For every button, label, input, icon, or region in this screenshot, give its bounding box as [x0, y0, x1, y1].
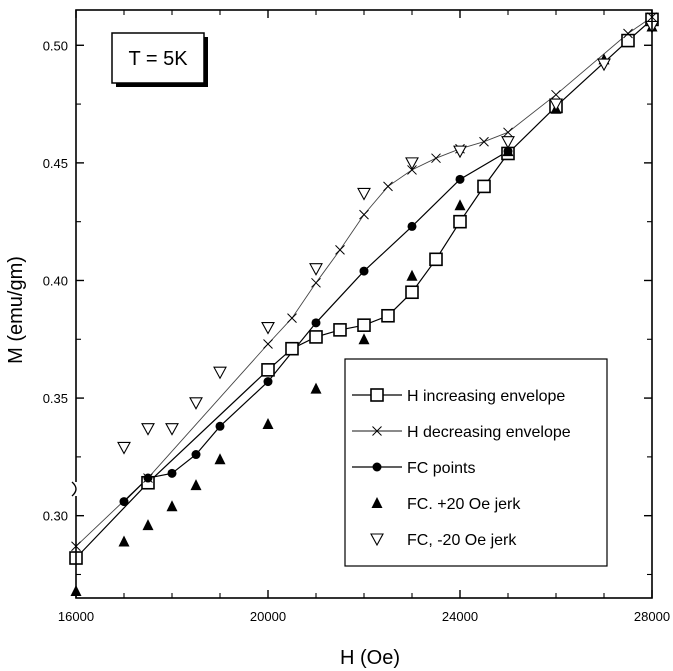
series-4-point [166, 500, 178, 512]
series-2-point [431, 153, 441, 164]
series-5-point [189, 397, 203, 410]
series-5-point [453, 145, 467, 159]
series-1-point [357, 318, 371, 332]
series-1-line [75, 18, 653, 559]
series-3-point [407, 221, 417, 231]
y-tick-label: 0.45 [43, 156, 68, 171]
series-1-point [285, 341, 299, 356]
series-3-point [263, 377, 273, 387]
y-tick-label: 0.35 [43, 391, 68, 406]
series-1-point [453, 214, 467, 229]
series-1-point [621, 33, 635, 48]
series-4-point [358, 333, 370, 345]
series-1-point [405, 285, 419, 300]
series-4-point [502, 145, 514, 157]
legend-label: FC. +20 Oe jerk [407, 496, 521, 513]
x-tick-label: 20000 [250, 609, 286, 624]
series-5-point [117, 441, 131, 455]
annotation-frame [111, 32, 205, 84]
series-4-point [118, 535, 130, 547]
series-1-point [477, 179, 491, 194]
series-3-point [311, 318, 321, 328]
annotation-box: T = 5K [111, 32, 208, 87]
y-tick-label: 0.50 [43, 38, 68, 53]
legend-box [344, 358, 608, 567]
series-5-point [549, 98, 563, 112]
series-4-point [142, 519, 154, 531]
legend-label: FC points [407, 460, 475, 477]
series-5-point [141, 423, 155, 436]
series-5-point [261, 321, 275, 335]
series-1-point [381, 308, 395, 323]
legend-label: FC, -20 Oe jerk [407, 532, 517, 549]
axes: 16000 20000 24000 28000 0.30 0.35 0.40 0.45 0.50 [43, 9, 670, 624]
series-2-point [503, 127, 513, 138]
series-1-point [333, 323, 347, 337]
series-4-point [214, 453, 226, 465]
x-tick-label: 16000 [58, 609, 94, 624]
y-tick-label: 0.30 [43, 509, 68, 524]
x-tick-label: 24000 [442, 609, 478, 624]
y-axis-title: M (emu/gm) [5, 256, 27, 364]
legend-label: H increasing envelope [407, 388, 565, 405]
series-2-point [623, 28, 633, 39]
legend-marker [372, 462, 382, 472]
series-4-point [262, 417, 274, 429]
series-5-point [405, 157, 419, 171]
series-2-point [551, 89, 561, 100]
y-axis-break [70, 481, 82, 497]
series-4-point [190, 479, 202, 491]
series-3-point [455, 174, 465, 184]
legend-label: H decreasing envelope [407, 424, 571, 441]
series-5-point [309, 263, 323, 276]
series-1-point [261, 363, 275, 377]
x-tick-label: 28000 [634, 609, 670, 624]
series-2-point [383, 181, 393, 192]
series-2-point [359, 209, 369, 220]
annotation-shadow-right [204, 37, 208, 87]
series-5-point [597, 58, 611, 72]
series-4-point [310, 382, 322, 394]
series-2-point [479, 136, 489, 147]
series-3-point [119, 497, 129, 507]
series-3-point [143, 473, 153, 483]
series-2-point [311, 277, 321, 288]
y-tick-label: 0.40 [43, 273, 68, 288]
series-3-point [167, 468, 177, 478]
series-2-line [75, 16, 653, 547]
series-1-point [429, 252, 443, 267]
series-3-point [359, 266, 369, 276]
legend-marker [372, 426, 382, 436]
legend-marker [371, 497, 383, 508]
series-5-point [165, 423, 179, 436]
legend-marker [370, 388, 384, 402]
series-3-point [191, 450, 201, 460]
series-5-point [501, 136, 515, 149]
legend: H increasing envelope H decreasing envelo… [344, 358, 608, 567]
series-4-point [454, 199, 466, 211]
series-3-point [215, 421, 225, 431]
series-markers [69, 12, 659, 596]
series-2-point [287, 313, 297, 323]
annotation-text: T = 5K [128, 48, 188, 70]
series-4-point [406, 269, 418, 281]
series-5-point [357, 187, 371, 201]
annotation-shadow-bottom [116, 83, 208, 87]
series-2-point [263, 339, 273, 349]
series-5-point [213, 366, 227, 380]
series-1-point [309, 330, 323, 344]
x-axis-title: H (Oe) [340, 647, 400, 669]
legend-marker [370, 533, 384, 547]
series-2-point [335, 245, 345, 255]
